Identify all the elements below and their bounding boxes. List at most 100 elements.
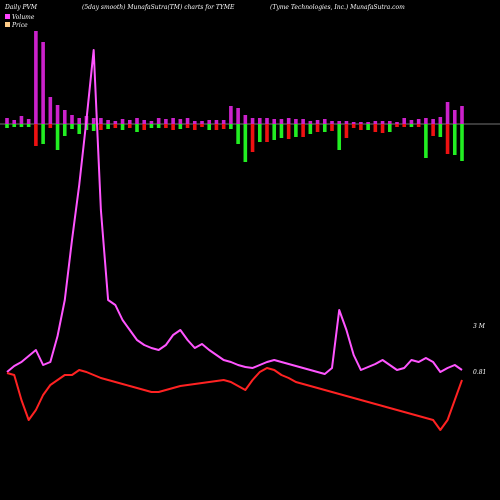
volume-bar-up — [416, 119, 421, 124]
volume-bar-down — [127, 124, 132, 128]
volume-bar-up — [34, 31, 38, 124]
volume-bar-up — [236, 108, 240, 124]
volume-bar-up — [200, 121, 204, 124]
volume-bar-up — [113, 121, 118, 124]
volume-bar-down — [120, 124, 125, 130]
volume-bar-down — [380, 124, 385, 133]
volume-bar-up — [359, 122, 363, 124]
volume-bar-down — [387, 124, 392, 132]
volume-bar-down — [70, 124, 74, 129]
volume-bar-down — [344, 124, 349, 138]
volume-bar-down — [265, 124, 269, 142]
price-end-label: 0.81 — [473, 369, 486, 376]
volume-bar-up — [19, 116, 24, 124]
volume-bar-down — [395, 124, 399, 127]
volume-bar-up — [77, 118, 82, 124]
volume-bar-down — [250, 124, 255, 152]
volume-bar-down — [12, 124, 17, 127]
legend-volume-label: Volume — [12, 14, 35, 21]
volume-bar-down — [243, 124, 248, 162]
volume-bar-down — [452, 124, 457, 155]
volume-bar-down — [279, 124, 284, 138]
volume-bar-up — [344, 121, 349, 124]
volume-bar-down — [322, 124, 327, 132]
volume-bar-up — [164, 119, 168, 124]
volume-bar-up — [301, 119, 305, 124]
volume-bar-down — [431, 124, 435, 136]
volume-bar-up — [120, 119, 125, 124]
volume-bar-up — [286, 118, 291, 124]
volume-bar-up — [142, 120, 147, 124]
volume-bar-up — [279, 119, 284, 124]
volume-bar-down — [106, 124, 110, 129]
volume-bar-up — [149, 121, 154, 124]
volume-bar-down — [301, 124, 305, 137]
volume-bar-down — [286, 124, 291, 139]
volume-bar-down — [185, 124, 190, 128]
volume-bar-up — [41, 42, 45, 124]
volume-bar-up — [185, 118, 190, 124]
volume-bars — [5, 31, 464, 162]
volume-bar-up — [91, 118, 96, 124]
volume-bar-up — [445, 102, 450, 124]
volume-bar-down — [156, 124, 161, 128]
volume-bar-up — [178, 119, 183, 124]
volume-bar-up — [12, 120, 17, 124]
legend-price-label: Price — [11, 22, 28, 29]
volume-bar-up — [221, 120, 226, 124]
volume-bar-up — [243, 115, 248, 124]
volume-bar-up — [402, 118, 407, 124]
volume-bar-down — [135, 124, 139, 132]
header-title: (5day smooth) MunafaSutra(TM) charts for… — [82, 4, 235, 11]
volume-bar-down — [149, 124, 154, 128]
volume-bar-down — [41, 124, 45, 144]
volume-bar-down — [34, 124, 38, 146]
volume-bar-down — [236, 124, 240, 144]
volume-bar-down — [424, 124, 428, 158]
volume-bar-up — [214, 120, 219, 124]
volume-bar-up — [460, 106, 464, 124]
volume-bar-down — [272, 124, 277, 140]
lines-layer — [6, 49, 463, 431]
volume-bar-up — [70, 115, 74, 124]
volume-bar-down — [26, 124, 31, 127]
volume-bar-down — [55, 124, 60, 150]
volume-bar-up — [438, 117, 443, 124]
header-right: (Tyme Technologies, Inc.) MunafaSutra.co… — [270, 4, 405, 11]
volume-bar-down — [351, 124, 356, 128]
volume-bar-up — [337, 121, 342, 124]
volume-bar-up — [395, 122, 399, 124]
price-line — [6, 367, 463, 431]
volume-bar-up — [127, 120, 132, 124]
volume-bar-down — [19, 124, 24, 127]
volume-bar-down — [48, 124, 53, 128]
volume-bar-down — [142, 124, 147, 130]
volume-bar-up — [294, 119, 298, 124]
volume-bar-up — [308, 121, 313, 124]
volume-bar-down — [207, 124, 212, 130]
volume-bar-down — [337, 124, 342, 150]
volume-bar-down — [416, 124, 421, 127]
volume-bar-up — [156, 118, 161, 124]
volume-bar-up — [62, 110, 67, 124]
volume-bar-down — [164, 124, 168, 128]
volume-bar-up — [250, 118, 255, 124]
volume-bar-down — [445, 124, 450, 154]
volume-bar-up — [192, 121, 197, 124]
volume-bar-down — [77, 124, 82, 134]
volume-bar-up — [171, 118, 175, 124]
volume-bar-up — [322, 119, 327, 124]
volume-bar-down — [308, 124, 313, 134]
volume-end-label: 3 M — [473, 323, 486, 330]
volume-bar-up — [315, 120, 320, 124]
volume-bar-up — [48, 97, 53, 124]
volume-bar-down — [409, 124, 414, 127]
volume-bar-up — [265, 118, 269, 124]
volume-bar-down — [99, 124, 103, 130]
volume-bar-up — [135, 118, 139, 124]
volume-bar-up — [272, 119, 277, 124]
volume-bar-down — [91, 124, 96, 131]
volume-bar-up — [5, 118, 9, 124]
volume-bar-down — [214, 124, 219, 130]
